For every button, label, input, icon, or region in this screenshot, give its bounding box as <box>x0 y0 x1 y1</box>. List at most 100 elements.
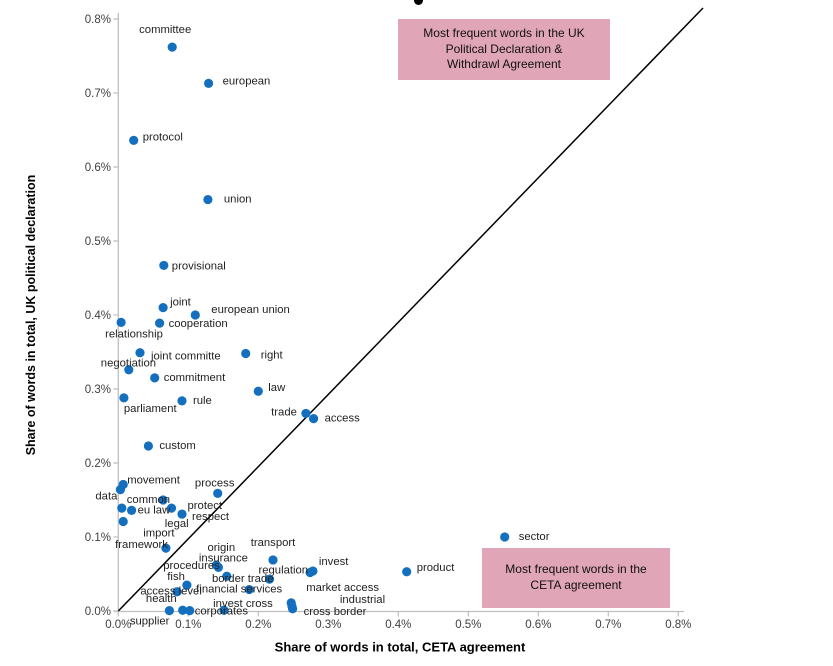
data-point <box>118 516 128 527</box>
y-tick-label: 0.6% <box>85 162 111 174</box>
x-tick-label: 0.4% <box>385 619 411 631</box>
data-point-label: access level <box>140 586 202 598</box>
data-point-label: respect <box>192 511 230 523</box>
data-point <box>268 555 278 565</box>
data-point <box>500 532 510 542</box>
data-point <box>117 503 127 513</box>
data-point-label: right <box>261 349 284 361</box>
data-point <box>264 574 275 584</box>
data-point-label: transport <box>251 537 296 549</box>
data-point-label: corporates <box>195 606 249 618</box>
data-point-label: european <box>223 75 271 87</box>
data-point <box>213 488 223 498</box>
data-point-label: financial services <box>196 584 282 596</box>
data-point-label: protocol <box>143 131 183 143</box>
data-point-label: border trade <box>212 573 274 585</box>
data-point <box>167 42 177 52</box>
data-point-label: relationship <box>105 328 163 340</box>
data-point <box>127 505 137 515</box>
identity-line <box>117 7 704 612</box>
data-point <box>288 604 298 614</box>
data-point <box>203 194 213 205</box>
cropped-title-fragment <box>414 0 423 5</box>
data-point-label: supplier <box>130 616 170 628</box>
data-point-label: procedures <box>163 560 220 572</box>
data-point-label: provisional <box>172 260 226 272</box>
data-point <box>177 396 187 406</box>
data-point <box>308 566 318 576</box>
data-point-label: parliament <box>124 403 178 415</box>
data-point <box>241 348 251 359</box>
data-point <box>115 485 125 495</box>
data-point-label: movement <box>127 474 181 486</box>
data-point <box>143 441 153 451</box>
data-point-label: joint <box>169 297 192 309</box>
data-point-label: insurance <box>199 552 248 564</box>
x-axis-title: Share of words in total, CETA agreement <box>274 639 526 655</box>
data-point-label: health <box>146 593 177 605</box>
data-point-label: european union <box>211 304 290 316</box>
y-tick-label: 0.2% <box>85 458 111 470</box>
data-point <box>309 414 319 424</box>
data-point-label: import <box>143 527 175 539</box>
data-point-label: protect <box>188 500 223 512</box>
data-point <box>213 562 223 572</box>
data-point <box>155 318 165 328</box>
y-tick-label: 0.5% <box>85 236 111 248</box>
data-point <box>129 135 139 145</box>
x-tick-label: 0.3% <box>315 619 341 631</box>
data-point-label: data <box>95 491 118 503</box>
data-point-label: union <box>224 194 252 206</box>
data-point <box>177 509 187 519</box>
data-point-label: fish <box>167 571 185 583</box>
data-point-label: cross border <box>304 606 367 618</box>
data-point <box>222 571 232 581</box>
data-point-label: trade <box>271 406 297 418</box>
y-tick-label: 0.4% <box>85 310 111 322</box>
x-tick-label: 0.6% <box>525 619 551 631</box>
data-point <box>161 543 171 553</box>
data-point <box>116 317 126 327</box>
data-point-label: market access <box>306 582 379 594</box>
x-tick-label: 0.1% <box>175 619 201 631</box>
data-point-label: framework <box>115 539 168 551</box>
x-tick-label: 0.7% <box>595 619 621 631</box>
data-point-label: joint committe <box>150 351 221 363</box>
data-point-label: cooperation <box>169 318 228 330</box>
data-point-label: origin <box>207 542 235 554</box>
data-point <box>164 606 174 616</box>
data-point <box>158 495 168 505</box>
data-point <box>301 408 311 419</box>
data-point-label: sector <box>519 531 550 543</box>
data-point <box>204 78 214 88</box>
data-point-label: committee <box>139 24 191 36</box>
data-point <box>402 567 412 577</box>
annotation-ceta-box: Most frequent words in the CETA agreemen… <box>482 548 670 608</box>
x-tick-label: 0.5% <box>455 619 481 631</box>
data-point <box>135 348 145 358</box>
data-point-label: access <box>325 413 361 425</box>
x-tick-label: 0.8% <box>665 619 691 631</box>
data-point <box>190 310 200 320</box>
y-tick-label: 0.3% <box>85 384 111 396</box>
y-axis-title: Share of words in total, UK political de… <box>24 174 38 456</box>
data-point <box>150 373 160 383</box>
data-point-label: commitment <box>164 372 226 384</box>
y-tick-label: 0.0% <box>85 606 111 618</box>
data-point-label: product <box>417 562 456 574</box>
data-point <box>178 605 188 615</box>
data-point-label: rule <box>193 395 212 407</box>
data-point <box>124 365 134 375</box>
data-point <box>159 260 169 271</box>
y-tick-label: 0.7% <box>85 88 111 100</box>
data-point <box>253 386 263 396</box>
data-point-label: custom <box>159 440 195 452</box>
data-point <box>158 303 168 313</box>
data-point-label: negotiation <box>101 358 156 370</box>
data-point <box>219 605 229 615</box>
data-point-label: common <box>127 494 170 506</box>
data-point <box>185 606 195 616</box>
data-point-label: eu law <box>138 504 171 516</box>
